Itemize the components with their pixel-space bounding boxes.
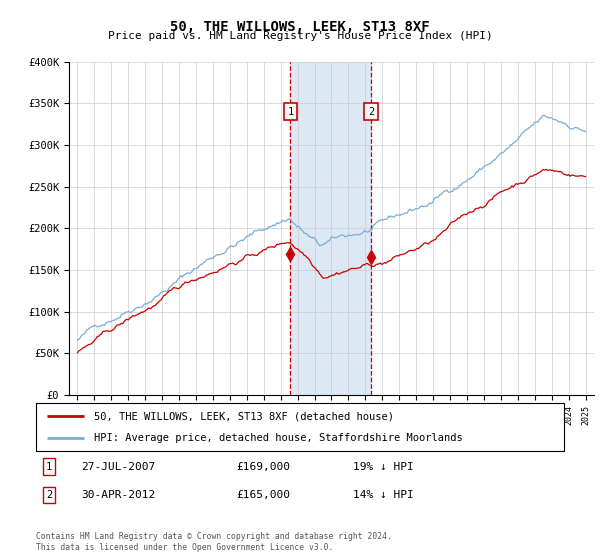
Text: 27-JUL-2007: 27-JUL-2007 [81, 461, 155, 472]
Text: 2: 2 [368, 106, 374, 116]
Text: Price paid vs. HM Land Registry's House Price Index (HPI): Price paid vs. HM Land Registry's House … [107, 31, 493, 41]
Text: 19% ↓ HPI: 19% ↓ HPI [353, 461, 413, 472]
Text: 1: 1 [46, 461, 52, 472]
Text: 2: 2 [46, 490, 52, 500]
FancyBboxPatch shape [36, 403, 564, 451]
Text: £165,000: £165,000 [236, 490, 290, 500]
Text: HPI: Average price, detached house, Staffordshire Moorlands: HPI: Average price, detached house, Staf… [94, 433, 463, 443]
Bar [290, 62, 371, 395]
Text: 50, THE WILLOWS, LEEK, ST13 8XF: 50, THE WILLOWS, LEEK, ST13 8XF [170, 20, 430, 34]
Text: Contains HM Land Registry data © Crown copyright and database right 2024.
This d: Contains HM Land Registry data © Crown c… [36, 532, 392, 552]
Text: 14% ↓ HPI: 14% ↓ HPI [353, 490, 413, 500]
Text: £169,000: £169,000 [236, 461, 290, 472]
Text: 50, THE WILLOWS, LEEK, ST13 8XF (detached house): 50, THE WILLOWS, LEEK, ST13 8XF (detache… [94, 411, 394, 421]
Text: 1: 1 [287, 106, 293, 116]
Text: 30-APR-2012: 30-APR-2012 [81, 490, 155, 500]
